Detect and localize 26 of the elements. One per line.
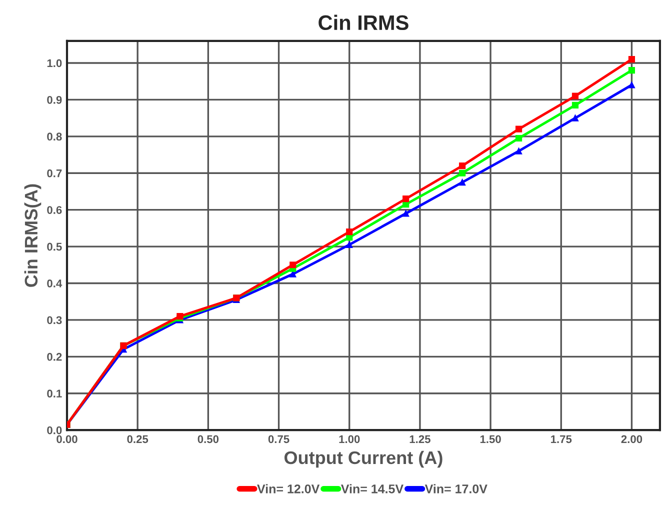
y-tick-label: 0.5 (47, 242, 62, 251)
y-axis-title: Cin IRMS(A) (24, 184, 42, 287)
x-tick-label: 1.75 (551, 435, 572, 444)
y-tick-label: 0.9 (47, 96, 62, 104)
y-tick-label: 0.3 (47, 316, 62, 324)
y-tick-label: 1.0 (47, 59, 62, 68)
y-tick-label: 0.6 (47, 206, 62, 214)
x-tick-label: 0.75 (268, 435, 290, 444)
x-tick-label: 0.25 (127, 435, 148, 444)
y-tick-label: 0.2 (47, 352, 62, 361)
y-tick-label: 0.8 (47, 132, 62, 141)
x-tick-label: 1.50 (480, 435, 501, 444)
legend-label: Vin= 14.5V (340, 484, 404, 494)
x-tick-label: 1.25 (410, 435, 430, 444)
legend-label: Vin= 12.0V (257, 484, 320, 494)
x-axis-title: Output Current (A) (284, 450, 442, 468)
chart-title: Cin IRMS (318, 14, 408, 30)
x-tick-label: 0.00 (56, 435, 78, 444)
x-tick-label: 2.00 (621, 435, 642, 444)
x-tick-label: 0.50 (198, 435, 219, 444)
y-tick-label: 0.4 (47, 280, 62, 288)
y-tick-label: 0.7 (47, 169, 62, 178)
x-tick-label: 1.00 (339, 435, 360, 444)
legend-label: Vin= 17.0V (424, 484, 488, 494)
y-tick-label: 0.0 (47, 426, 62, 434)
y-tick-label: 0.1 (47, 390, 62, 398)
